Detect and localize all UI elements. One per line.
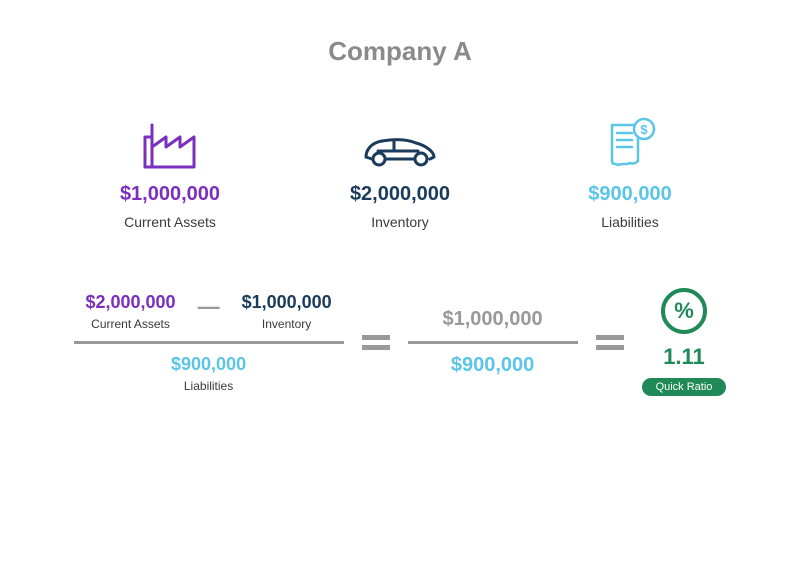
car-icon (360, 115, 440, 169)
frac-value: $900,000 (171, 354, 246, 375)
result-value: 1.11 (663, 344, 705, 370)
fraction-1: $2,000,000 Current Assets — $1,000,000 I… (74, 292, 344, 393)
frac1-top-right: $1,000,000 Inventory (242, 292, 332, 331)
card-current-assets: $1,000,000 Current Assets (90, 115, 250, 230)
card-amount: $1,000,000 (120, 183, 220, 206)
result-pill: Quick Ratio (642, 378, 727, 396)
page-title: Company A (0, 36, 800, 67)
frac-label: Current Assets (91, 317, 170, 331)
equals-icon (362, 335, 390, 350)
card-amount: $900,000 (588, 183, 671, 206)
card-inventory: $2,000,000 Inventory (320, 115, 480, 230)
frac-label: Inventory (262, 317, 311, 331)
frac-value: $1,000,000 (242, 292, 332, 313)
card-label: Liabilities (601, 214, 659, 230)
card-liabilities: $ $900,000 Liabilities (550, 115, 710, 230)
minus-icon: — (198, 294, 220, 320)
card-amount: $2,000,000 (350, 183, 450, 206)
card-label: Current Assets (124, 214, 216, 230)
cards-row: $1,000,000 Current Assets $2,000,000 Inv… (0, 115, 800, 230)
percent-icon: % (661, 288, 707, 334)
equation-row: $2,000,000 Current Assets — $1,000,000 I… (0, 288, 800, 396)
frac-label: Liabilities (184, 379, 233, 393)
receipt-dollar-icon: $ (600, 115, 660, 169)
frac-value: $1,000,000 (443, 308, 543, 331)
svg-text:$: $ (640, 122, 648, 137)
frac1-top-left: $2,000,000 Current Assets (85, 292, 175, 331)
factory-icon (140, 115, 200, 169)
result-block: % 1.11 Quick Ratio (642, 288, 727, 396)
fraction-2: $1,000,000 $900,000 (408, 308, 578, 377)
equals-icon (596, 335, 624, 350)
frac-value: $900,000 (451, 354, 534, 377)
frac-value: $2,000,000 (85, 292, 175, 313)
card-label: Inventory (371, 214, 429, 230)
